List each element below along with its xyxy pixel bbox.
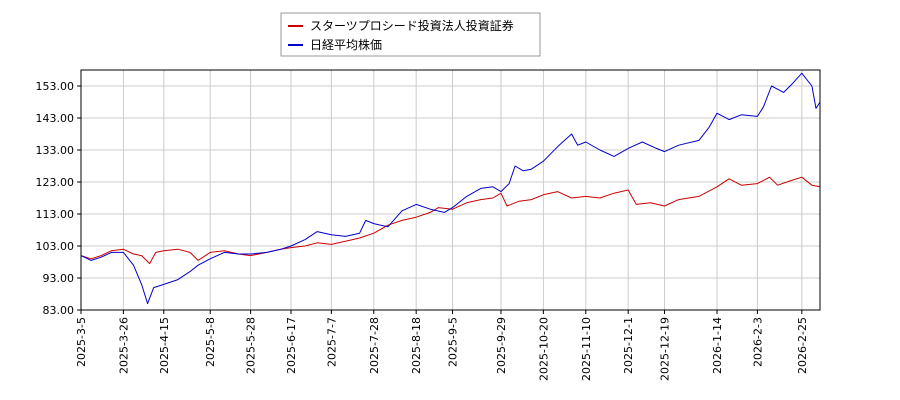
legend-label-nikkei: 日経平均株価 [310, 37, 382, 52]
x-tick-label: 2025-3-26 [117, 317, 130, 374]
series-layer [80, 72, 821, 305]
x-tick-label: 2025-11-10 [580, 317, 593, 381]
x-tick-label: 2026-1-14 [711, 317, 724, 374]
legend-box [280, 12, 541, 57]
y-tick-label: 83.00 [43, 304, 75, 317]
x-tick-label: 2025-12-19 [659, 317, 672, 381]
y-tick-label: 143.00 [36, 112, 75, 125]
y-tick-label: 103.00 [36, 240, 75, 253]
y-tick-label: 133.00 [36, 144, 75, 157]
x-tick-label: 2025-5-8 [204, 317, 217, 367]
y-tick-label: 93.00 [43, 272, 75, 285]
x-tick-label: 2025-8-18 [410, 317, 423, 374]
y-axis-ticks: 83.00 93.00 103.00 113.00 123.00 133.00 143.00… [36, 80, 81, 317]
series-line-nikkei [80, 72, 821, 305]
x-tick-label: 2025-6-17 [285, 317, 298, 374]
plot-area [81, 70, 820, 310]
y-tick-label: 123.00 [36, 176, 75, 189]
x-tick-label: 2025-7-7 [325, 317, 338, 367]
grid-lines [80, 70, 820, 311]
plot-background [81, 70, 820, 310]
x-tick-label: 2025-12-1 [622, 317, 635, 374]
x-tick-label: 2025-10-20 [537, 317, 550, 381]
x-tick-label: 2025-3-5 [75, 317, 88, 367]
x-axis-ticks: 2025-3-5 2025-3-26 2025-4-15 2025-5-8 2025-5… [75, 310, 809, 381]
x-tick-label: 2025-9-5 [447, 317, 460, 367]
legend: スターツプロシード投資法人投資証券 日経平均株価 [280, 12, 541, 57]
y-tick-label: 153.00 [36, 80, 75, 93]
y-tick-label: 113.00 [36, 208, 75, 221]
x-tick-label: 2025-9-29 [495, 317, 508, 374]
axes [80, 69, 821, 311]
x-tick-label: 2025-5-28 [245, 317, 258, 374]
plot-border [80, 69, 821, 311]
x-tick-label: 2026-2-25 [796, 317, 809, 374]
x-tick-label: 2025-4-15 [158, 317, 171, 374]
legend-label-starts-proceed: スターツプロシード投資法人投資証券 [310, 18, 514, 33]
x-tick-label: 2026-2-3 [751, 317, 764, 367]
series-line-starts-proceed [80, 176, 821, 265]
x-tick-label: 2025-7-28 [368, 317, 381, 374]
